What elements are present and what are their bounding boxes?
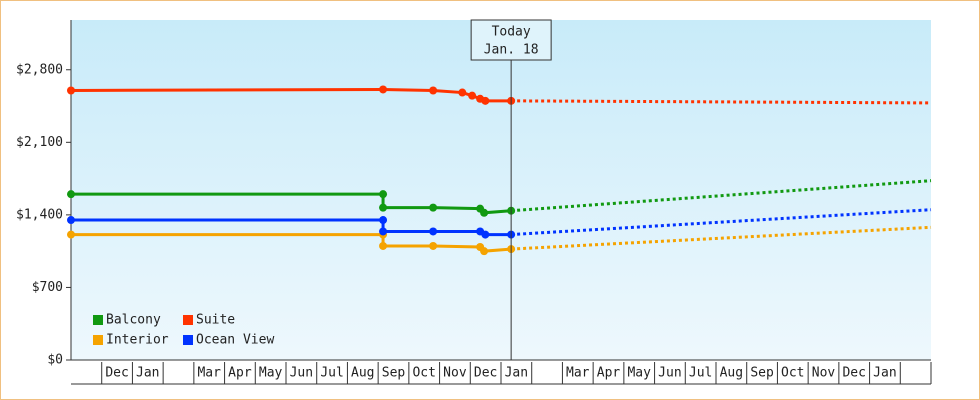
price-point — [379, 85, 388, 94]
legend-swatch — [183, 315, 193, 325]
price-point — [468, 91, 477, 100]
month-label: Nov — [443, 366, 467, 381]
price-point — [429, 241, 438, 250]
price-point — [379, 241, 388, 250]
month-label: Jul — [320, 366, 343, 381]
month-label: Jan — [136, 366, 159, 381]
legend-label: Suite — [196, 313, 235, 328]
month-label: May — [627, 366, 651, 381]
price-point — [67, 86, 75, 95]
legend-label: Ocean View — [196, 333, 274, 348]
month-label: Sep — [750, 366, 774, 381]
today-date: Jan. 18 — [484, 43, 539, 58]
month-label: Jul — [689, 366, 712, 381]
price-point — [480, 208, 489, 217]
month-label: Aug — [720, 366, 743, 381]
price-point — [429, 227, 438, 236]
forecast-line — [511, 208, 932, 237]
price-point — [379, 216, 388, 225]
y-tick-label: $2,800 — [16, 62, 63, 77]
forecast-line — [511, 179, 932, 213]
month-label: Sep — [382, 366, 406, 381]
month-label: Dec — [105, 366, 128, 381]
month-label: Dec — [842, 366, 865, 381]
legend-swatch — [93, 315, 103, 325]
month-label: Oct — [412, 366, 435, 381]
price-point — [429, 86, 438, 95]
forecast-line — [511, 99, 932, 105]
price-point — [458, 88, 467, 97]
legend-swatch — [183, 335, 193, 345]
price-point — [379, 190, 388, 199]
month-label: Mar — [566, 366, 590, 381]
month-label: Oct — [781, 366, 804, 381]
legend-label: Interior — [106, 333, 169, 348]
forecast-line — [511, 225, 932, 251]
price-point — [67, 216, 75, 225]
price-point — [67, 190, 75, 199]
plot-area — [71, 20, 931, 360]
price-point — [379, 203, 388, 212]
price-point — [480, 247, 489, 256]
month-label: Dec — [474, 366, 497, 381]
legend-swatch — [93, 335, 103, 345]
price-point — [481, 96, 490, 105]
month-label: Mar — [197, 366, 221, 381]
y-tick-label: $0 — [47, 353, 63, 368]
price-point — [481, 230, 490, 239]
month-label: Nov — [812, 366, 836, 381]
today-box — [470, 19, 552, 61]
month-label: Apr — [597, 366, 621, 381]
month-label: Jun — [290, 366, 313, 381]
month-label: Aug — [351, 366, 374, 381]
y-tick-label: $2,100 — [16, 135, 63, 150]
month-label: Jan — [505, 366, 528, 381]
y-tick-label: $700 — [32, 280, 63, 295]
legend-label: Balcony — [106, 313, 161, 328]
month-label: May — [259, 366, 283, 381]
month-label: Jun — [658, 366, 681, 381]
today-label: Today — [492, 25, 531, 40]
month-label: Jan — [873, 366, 896, 381]
price-point — [429, 203, 438, 212]
y-tick-label: $1,400 — [16, 207, 63, 222]
price-point — [67, 230, 75, 239]
month-label: Apr — [228, 366, 252, 381]
price-point — [379, 227, 388, 236]
